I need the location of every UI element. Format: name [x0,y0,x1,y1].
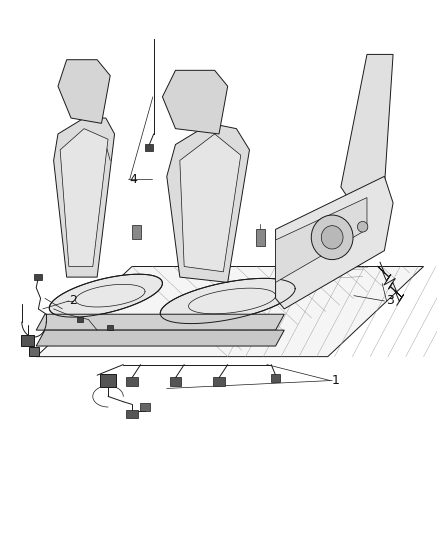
Polygon shape [53,118,115,277]
Polygon shape [126,377,138,386]
Polygon shape [49,274,162,317]
Text: 4: 4 [130,173,138,185]
Polygon shape [140,403,150,411]
Polygon shape [36,330,284,346]
Polygon shape [341,54,393,214]
Polygon shape [36,266,424,357]
Polygon shape [276,176,393,309]
Polygon shape [126,410,138,418]
Text: 3: 3 [387,294,395,308]
Polygon shape [36,314,284,330]
Text: 2: 2 [69,294,77,308]
Polygon shape [255,229,265,246]
Polygon shape [77,317,83,322]
Polygon shape [145,144,153,151]
Polygon shape [160,278,295,324]
Polygon shape [271,374,280,382]
Polygon shape [170,377,181,386]
Text: 1: 1 [332,374,340,387]
Polygon shape [180,134,241,272]
Polygon shape [60,128,108,266]
Ellipse shape [311,215,353,260]
Polygon shape [107,325,113,330]
Polygon shape [213,377,225,386]
Polygon shape [58,60,110,123]
Polygon shape [35,274,42,280]
Polygon shape [28,347,39,356]
Polygon shape [167,123,250,282]
Ellipse shape [357,221,368,232]
Polygon shape [21,335,34,346]
Polygon shape [276,198,367,282]
Polygon shape [132,224,141,239]
Ellipse shape [321,225,343,249]
Polygon shape [100,374,116,387]
Polygon shape [162,70,228,134]
